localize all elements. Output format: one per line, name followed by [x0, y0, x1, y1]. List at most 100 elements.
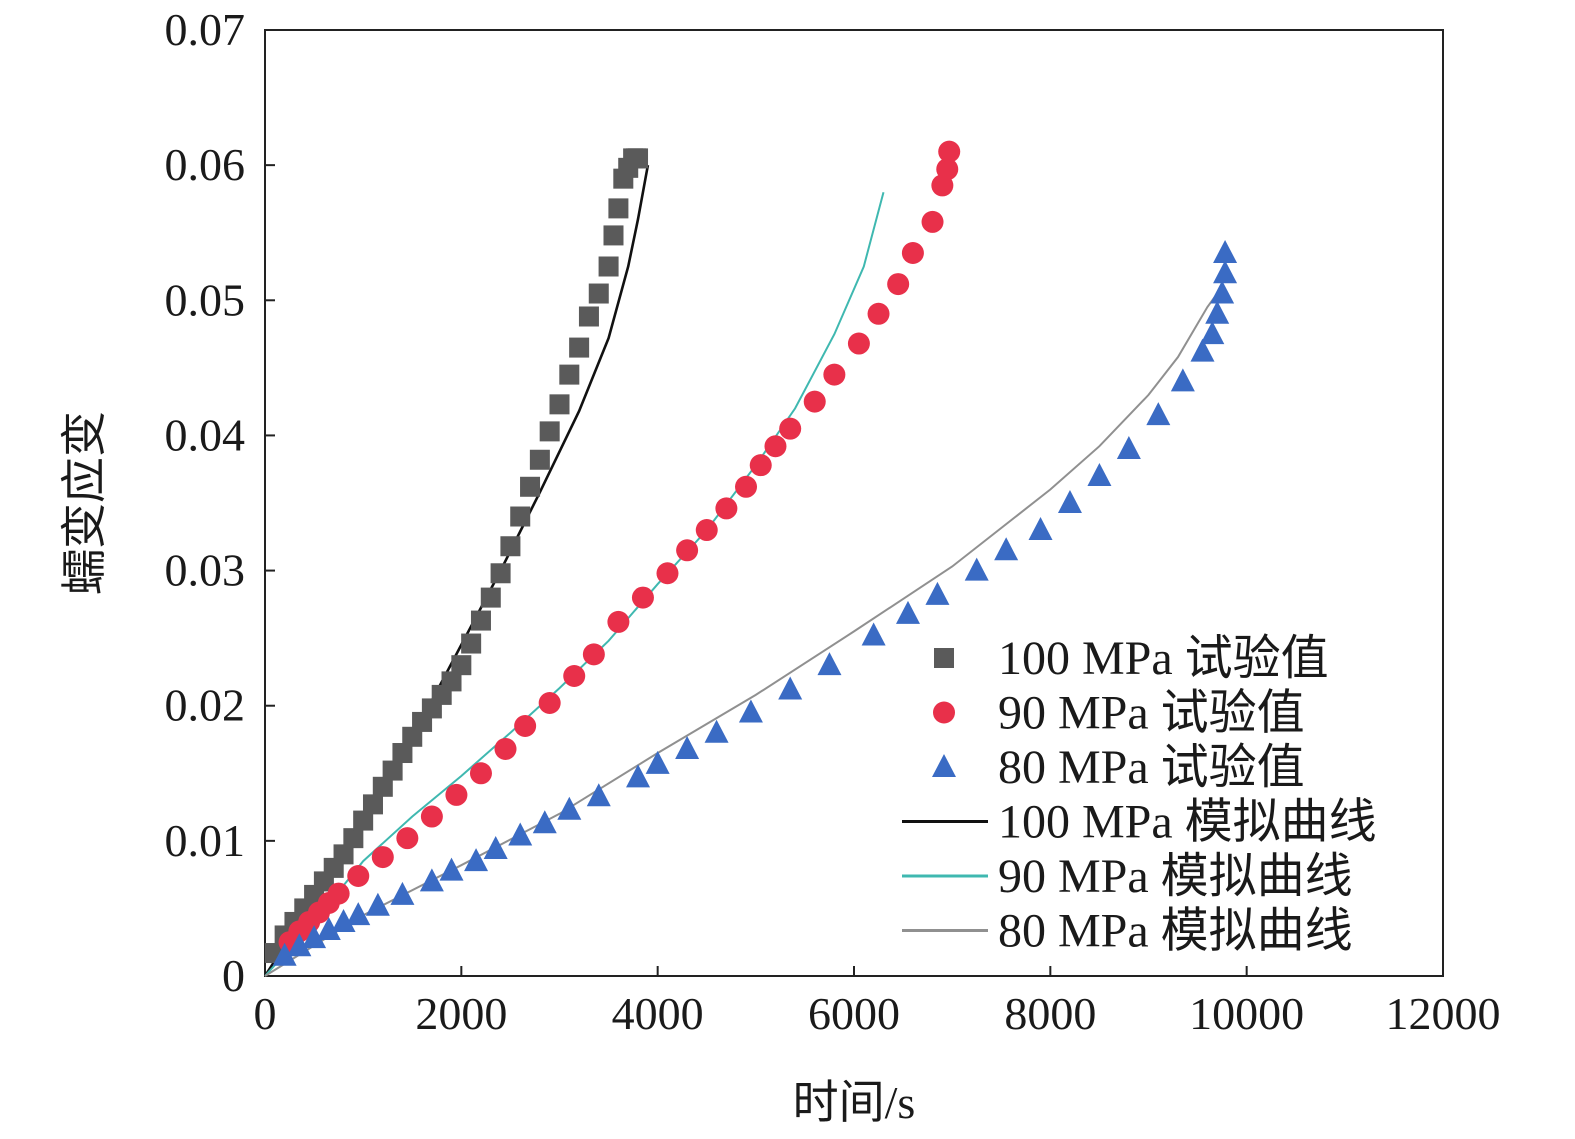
data-point-0 [549, 394, 570, 415]
data-point-2 [675, 735, 700, 759]
data-point-0 [539, 421, 560, 442]
data-point-2 [1116, 435, 1141, 459]
data-point-0 [372, 776, 393, 797]
data-point-1 [779, 417, 802, 440]
y-tick-label: 0.03 [165, 545, 246, 596]
data-point-2 [1057, 490, 1082, 513]
data-point-0 [510, 506, 531, 527]
x-tick-label: 4000 [612, 988, 704, 1039]
data-point-0 [559, 364, 580, 385]
y-tick-label: 0.02 [165, 680, 246, 731]
data-point-2 [964, 557, 989, 581]
legend-label: 80 MPa 模拟曲线 [998, 905, 1353, 958]
data-point-2 [532, 810, 557, 834]
data-point-0 [451, 655, 472, 676]
data-point-1 [445, 783, 468, 806]
data-point-1 [901, 241, 924, 264]
data-point-0 [333, 844, 354, 865]
data-point-2 [419, 868, 444, 892]
data-point-1 [847, 332, 870, 355]
data-point-0 [608, 198, 629, 219]
x-tick-label: 2000 [415, 988, 507, 1039]
data-point-0 [490, 563, 511, 584]
data-point-2 [626, 764, 651, 788]
data-point-0 [603, 225, 624, 246]
data-point-2 [1210, 280, 1235, 304]
data-point-1 [563, 664, 586, 687]
legend-label: 100 MPa 模拟曲线 [998, 796, 1377, 849]
data-point-2 [586, 783, 611, 807]
data-point-2 [302, 925, 327, 949]
y-tick-label: 0.05 [165, 274, 246, 325]
data-point-1 [607, 610, 630, 633]
data-point-2 [557, 796, 582, 820]
data-point-2 [331, 908, 356, 932]
data-point-2 [1190, 338, 1215, 362]
y-axis: 0 0.01 0.02 0.03 0.04 0.05 0.06 0.07 [165, 4, 275, 1001]
x-tick-label: 6000 [808, 988, 900, 1039]
data-point-0 [529, 449, 550, 470]
legend-label: 90 MPa 模拟曲线 [998, 850, 1353, 903]
data-point-1 [887, 273, 910, 296]
data-point-1 [867, 302, 890, 325]
data-point-0 [392, 743, 413, 764]
x-tick-label: 12000 [1386, 988, 1501, 1039]
legend-marker [933, 701, 955, 724]
data-point-2 [439, 857, 464, 881]
data-point-1 [936, 158, 959, 181]
data-point-0 [500, 536, 521, 557]
data-point-2 [817, 652, 842, 676]
data-point-0 [569, 337, 590, 358]
data-point-0 [480, 587, 501, 608]
y-tick-label: 0.01 [165, 815, 246, 866]
data-point-1 [764, 435, 787, 458]
legend-label: 90 MPa 试验值 [998, 687, 1305, 740]
data-point-2 [316, 917, 341, 941]
data-point-2 [1087, 462, 1112, 486]
y-tick-label: 0.04 [165, 409, 246, 460]
data-point-2 [778, 676, 803, 700]
data-point-1 [823, 363, 846, 386]
data-point-2 [346, 902, 371, 926]
data-point-0 [362, 794, 383, 815]
data-point-0 [441, 671, 462, 692]
x-tick-label: 10000 [1189, 988, 1304, 1039]
data-point-0 [598, 256, 619, 277]
data-point-0 [382, 760, 403, 781]
data-point-2 [994, 537, 1019, 561]
data-point-0 [461, 633, 482, 654]
data-point-2 [483, 835, 508, 859]
data-point-1 [803, 390, 826, 413]
data-point-1 [676, 539, 699, 562]
data-point-0 [578, 306, 599, 327]
legend-label: 80 MPa 试验值 [998, 741, 1305, 794]
data-point-2 [861, 622, 886, 646]
y-tick-label: 0 [222, 950, 245, 1001]
data-point-2 [1213, 239, 1238, 263]
data-point-2 [645, 750, 670, 774]
data-point-0 [470, 610, 491, 631]
fit-line-4 [264, 191, 885, 977]
data-point-2 [508, 822, 533, 846]
data-point-2 [272, 942, 297, 966]
legend-marker [932, 754, 956, 777]
data-point-2 [1028, 517, 1053, 541]
data-point-2 [1200, 321, 1225, 345]
x-axis: 0 2000 4000 6000 8000 10000 12000 [254, 966, 1501, 1039]
x-tick-label: 8000 [1004, 988, 1096, 1039]
data-point-1 [631, 586, 654, 609]
data-point-1 [347, 864, 370, 887]
data-point-1 [396, 827, 419, 850]
data-point-1 [715, 497, 738, 520]
data-point-1 [538, 692, 561, 715]
data-point-1 [371, 846, 394, 869]
data-point-1 [695, 519, 718, 542]
data-point-1 [735, 475, 758, 498]
data-point-1 [469, 762, 492, 785]
data-point-2 [464, 848, 489, 872]
data-point-1 [494, 737, 517, 760]
y-axis-label: 蠕变应变 [59, 411, 110, 595]
data-point-1 [420, 805, 443, 828]
